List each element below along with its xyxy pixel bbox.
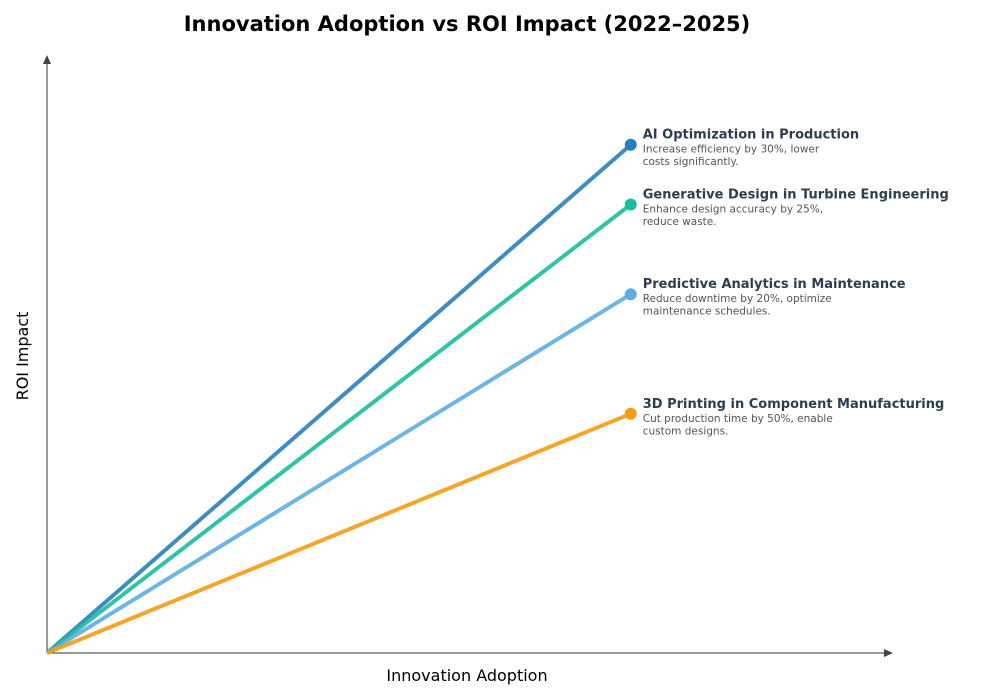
series-line <box>45 292 632 655</box>
series-label: Predictive Analytics in Maintenance <box>643 277 906 292</box>
y-axis-label: ROI Impact <box>13 312 32 401</box>
series-description: Reduce downtime by 20%, optimize <box>643 293 832 305</box>
x-axis <box>47 649 893 657</box>
series-line <box>46 411 632 655</box>
series-description: maintenance schedules. <box>643 306 771 318</box>
x-axis-label: Innovation Adoption <box>386 666 547 685</box>
series-2: Predictive Analytics in MaintenanceReduc… <box>45 277 906 655</box>
series-label: Generative Design in Turbine Engineering <box>643 188 949 203</box>
series-description: Cut production time by 50%, enable <box>643 413 833 425</box>
series-description: custom designs. <box>643 425 729 437</box>
series-line <box>45 202 632 655</box>
series-3: 3D Printing in Component ManufacturingCu… <box>46 397 945 655</box>
series-label: 3D Printing in Component Manufacturing <box>643 397 945 412</box>
series-description: costs significantly. <box>643 156 739 168</box>
series-endpoint <box>624 288 637 301</box>
series-description: Enhance design accuracy by 25%, <box>643 204 823 216</box>
series-endpoint <box>624 138 637 151</box>
series-endpoint <box>624 198 637 211</box>
series-label: AI Optimization in Production <box>643 128 859 143</box>
series-line <box>45 143 633 655</box>
chart-title: Innovation Adoption vs ROI Impact (2022–… <box>184 12 751 36</box>
series-endpoint <box>624 407 637 420</box>
series-description: Increase efficiency by 30%, lower <box>643 144 820 156</box>
series-description: reduce waste. <box>643 216 717 228</box>
y-axis <box>43 55 51 653</box>
y-axis-arrow-icon <box>43 55 51 64</box>
series-1: Generative Design in Turbine Engineering… <box>45 188 949 655</box>
x-axis-arrow-icon <box>884 649 893 657</box>
